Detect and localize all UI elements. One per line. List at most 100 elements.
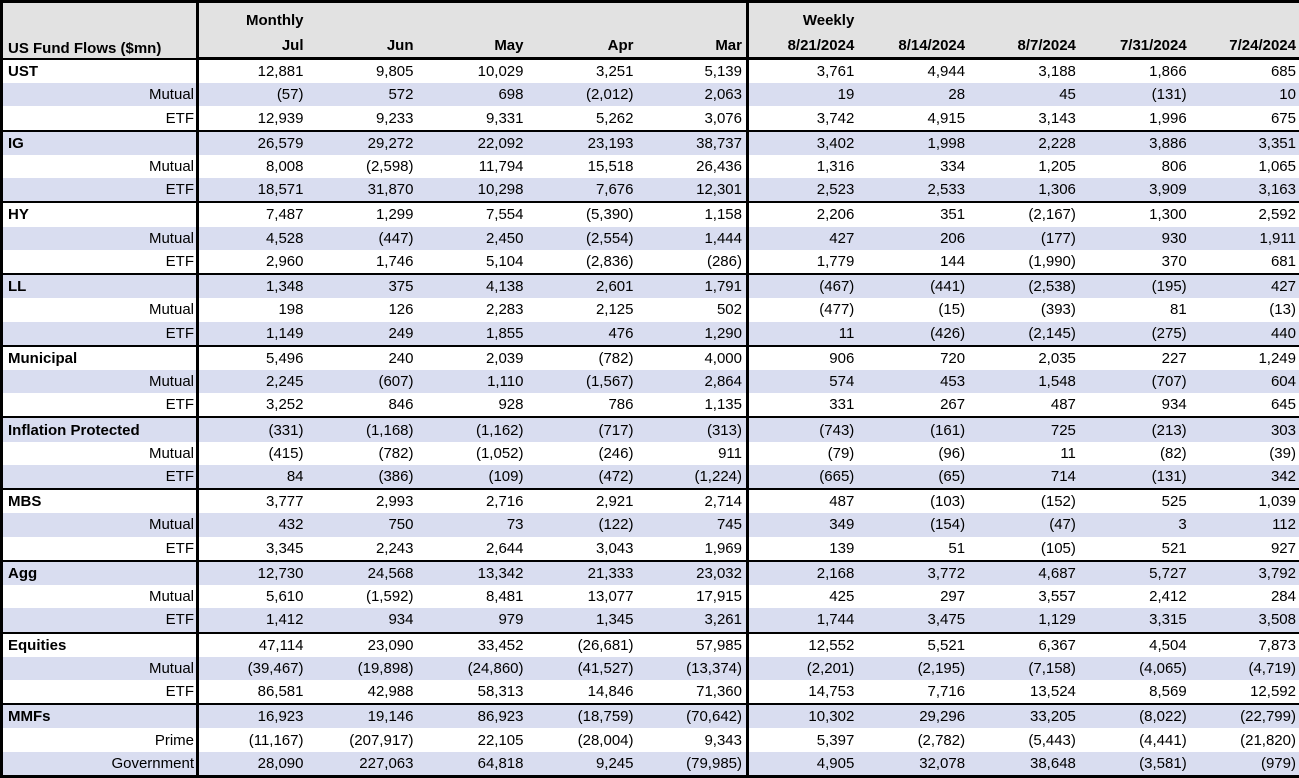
weekly-value-cell: 1,300	[1079, 201, 1191, 227]
header-spacer	[637, 1, 749, 30]
weekly-value-cell: 3,143	[1038, 109, 1076, 127]
sub-row: ETF 18,571 31,870 10,298 7,676 12,301 2,523 2,5…	[1, 178, 1299, 203]
header-row-columns: Jul Jun May Apr Mar 8/21/2024 8/14/2024 …	[2, 30, 1299, 60]
weekly-value-cell: 4,915	[927, 109, 966, 127]
weekly-value-cell: (47)	[969, 513, 1080, 537]
header-spacer	[858, 1, 970, 30]
monthly-value-cell: (1,567)	[527, 369, 638, 394]
row-label: ETF	[1, 608, 199, 633]
monthly-value-cell: 17,915	[637, 585, 749, 609]
weekly-value-cell: 3,475	[858, 608, 970, 633]
weekly-value-cell: (152)	[969, 488, 1080, 514]
monthly-value-cell: 3,251	[527, 57, 638, 84]
monthly-value-cell: 1,290	[637, 321, 749, 346]
monthly-value-cell: 3,345	[265, 539, 304, 557]
weekly-value-cell: (5,443)	[1028, 731, 1076, 749]
monthly-value-cell: 16,923	[197, 703, 308, 729]
weekly-value-cell: (177)	[969, 226, 1080, 250]
monthly-value-cell: (122)	[527, 513, 638, 537]
monthly-value-cell: 2,039	[417, 344, 528, 370]
monthly-value-cell: 9,805	[307, 57, 418, 84]
weekly-value-cell: (131)	[1079, 464, 1191, 490]
sub-row: Prime (11,167) (207,917) 22,105 (28,004) 9,34…	[1, 728, 1299, 752]
weekly-value-cell: 440	[1190, 321, 1299, 346]
weekly-value-cell: 2,592	[1190, 201, 1299, 227]
column-header-may: May	[417, 30, 528, 60]
row-label: Mutual	[1, 513, 199, 537]
monthly-value-cell: 10,029	[417, 57, 528, 84]
category-row: MBS 3,777 2,993 2,716 2,921 2,714 487 (103) (152…	[1, 488, 1299, 514]
sub-row: ETF 1,149 249 1,855 476 1,290 11 (426) (2,145) (2…	[1, 321, 1299, 346]
weekly-value-cell: 2,228	[969, 129, 1080, 155]
weekly-value-cell: (65)	[858, 464, 970, 490]
monthly-value-cell: 2,644	[485, 539, 524, 557]
weekly-value-cell: 5,727	[1079, 559, 1191, 586]
monthly-value-cell: 9,331	[485, 109, 524, 127]
weekly-value-cell: (13)	[1269, 301, 1296, 319]
monthly-value-cell: 5,262	[595, 109, 634, 127]
weekly-value-cell: 1,779	[816, 252, 855, 270]
sub-row: ETF 1,412 934 979 1,345 3,261 1,744 3,475 1,129 3…	[1, 608, 1299, 633]
header-spacer	[969, 1, 1080, 30]
weekly-value-cell: 3,792	[1190, 559, 1299, 586]
weekly-value-cell: 3,557	[1038, 588, 1076, 606]
weekly-value-cell: (195)	[1079, 273, 1191, 299]
weekly-value-cell: 4,944	[858, 57, 970, 84]
monthly-value-cell: (782)	[527, 344, 638, 370]
table-body: UST 12,881 9,805 10,029 3,251 5,139 3,761 4,944…	[1, 57, 1299, 777]
weekly-value-cell: (441)	[858, 273, 970, 299]
monthly-value-cell: 3,261	[637, 608, 749, 633]
weekly-value-cell: 1,205	[1038, 158, 1076, 176]
monthly-value-cell: (19,898)	[307, 656, 418, 680]
weekly-value-cell: 425	[829, 588, 855, 606]
weekly-value-cell: 144	[940, 252, 966, 270]
monthly-value-cell: (472)	[527, 464, 638, 490]
weekly-value-cell: 32,078	[858, 751, 970, 777]
weekly-value-cell: 2,035	[969, 344, 1080, 370]
weekly-value-cell: 45	[969, 83, 1080, 107]
weekly-value-cell: (154)	[858, 513, 970, 537]
weekly-value-cell: 5,397	[816, 731, 855, 749]
header-row-sections: US Fund Flows ($mn) Monthly Weekly	[1, 1, 1299, 59]
weekly-value-cell: 725	[969, 416, 1080, 442]
weekly-value-cell: 1,998	[858, 129, 970, 155]
sub-row: Mutual (39,467) (19,898) (24,860) (41,527) (1…	[1, 656, 1299, 680]
row-label: Mutual	[1, 154, 199, 179]
weekly-value-cell: (7,158)	[969, 656, 1080, 680]
weekly-value-cell: 1,996	[1149, 109, 1187, 127]
weekly-value-cell: (82)	[1160, 444, 1187, 462]
monthly-value-cell: 5,610	[265, 588, 304, 606]
monthly-value-cell: 7,487	[197, 201, 308, 227]
sub-row: ETF 3,252 846 928 786 1,135 331 267 487 934 645	[1, 393, 1299, 418]
category-row: HY 7,487 1,299 7,554 (5,390) 1,158 2,206 351 (2,…	[1, 201, 1299, 227]
weekly-value-cell: 349	[747, 513, 859, 537]
weekly-value-cell: 3,742	[816, 109, 855, 127]
monthly-value-cell: 86,581	[257, 683, 304, 701]
weekly-value-cell: 284	[1270, 588, 1296, 606]
row-label: ETF	[1, 321, 199, 346]
monthly-value-cell: 1,149	[197, 321, 308, 346]
row-label: ETF	[1, 679, 199, 705]
category-label: UST	[1, 57, 199, 84]
monthly-value-cell: (2,554)	[527, 226, 638, 250]
category-label: Equities	[1, 631, 199, 657]
row-label: ETF	[1, 106, 199, 131]
monthly-value-cell: 13,342	[417, 559, 528, 586]
monthly-value-cell: 786	[608, 396, 634, 414]
monthly-value-cell: 3,043	[595, 539, 634, 557]
monthly-value-cell: (207,917)	[349, 731, 414, 749]
monthly-value-cell: 1,855	[417, 321, 528, 346]
weekly-value-cell: 2,168	[747, 559, 859, 586]
weekly-value-cell: 1,911	[1190, 226, 1299, 250]
row-label: Government	[1, 751, 199, 777]
monthly-value-cell: 1,110	[417, 369, 528, 394]
sub-row: Mutual 4,528 (447) 2,450 (2,554) 1,444 427 206(…	[1, 226, 1299, 250]
category-row: Agg 12,730 24,568 13,342 21,333 23,032 2,168 3,…	[1, 559, 1299, 586]
weekly-value-cell: 10	[1190, 83, 1299, 107]
weekly-value-cell: 11	[747, 321, 859, 346]
sub-row: ETF 12,939 9,233 9,331 5,262 3,076 3,742 4,915 3…	[1, 106, 1299, 131]
weekly-value-cell: 574	[747, 369, 859, 394]
weekly-value-cell: 303	[1190, 416, 1299, 442]
category-label: Municipal	[1, 344, 199, 370]
